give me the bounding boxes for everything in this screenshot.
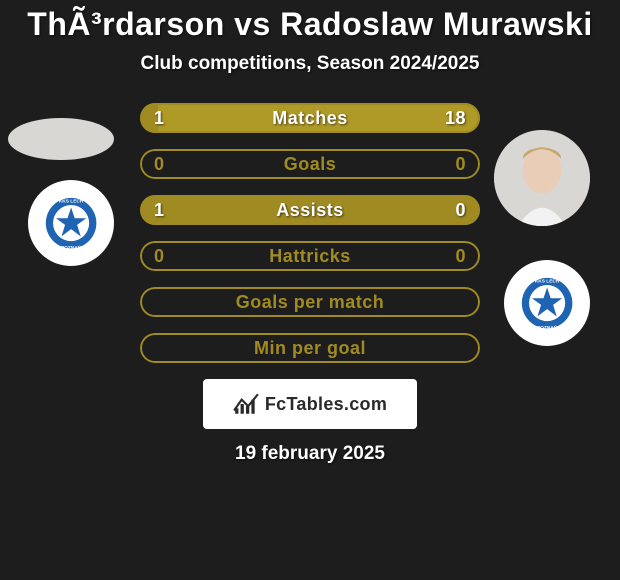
player-left-avatar [8,118,114,160]
stat-label: Matches [232,108,388,129]
stat-label: Min per goal [232,338,388,359]
svg-text:KKS LECH: KKS LECH [59,199,84,205]
svg-text:KKS LECH: KKS LECH [535,279,560,285]
banner-text: FcTables.com [265,394,387,415]
stat-label: Assists [232,200,388,221]
stat-row: 0 Hattricks 0 [140,241,480,271]
stat-row: 0 Goals 0 [140,149,480,179]
player-left-club-badge: KKS LECH POZNAŃ [28,180,114,266]
player-right-avatar [494,130,590,226]
stat-row: Min per goal [140,333,480,363]
date-label: 19 february 2025 [0,443,620,465]
stat-left-value: 0 [154,246,232,267]
stat-label: Goals [232,154,388,175]
stat-row: 1 Matches 18 [140,103,480,133]
fctables-banner: FcTables.com [203,379,417,429]
chart-icon [233,393,259,415]
stat-right-value: 18 [388,108,466,129]
stat-left-value: 0 [154,154,232,175]
stat-row: 1 Assists 0 [140,195,480,225]
comparison-card: ThÃ³rdarson vs Radoslaw Murawski Club co… [0,0,620,580]
stat-right-value: 0 [388,154,466,175]
player-right-club-badge: KKS LECH POZNAŃ [504,260,590,346]
page-title: ThÃ³rdarson vs Radoslaw Murawski [0,6,620,43]
stat-right-value: 0 [388,200,466,221]
subtitle: Club competitions, Season 2024/2025 [0,53,620,75]
stat-label: Hattricks [232,246,388,267]
stat-right-value: 0 [388,246,466,267]
stat-left-value: 1 [154,108,232,129]
stat-label: Goals per match [232,292,388,313]
stat-row: Goals per match [140,287,480,317]
stat-left-value: 1 [154,200,232,221]
